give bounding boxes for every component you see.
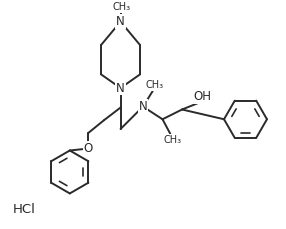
- Text: CH₃: CH₃: [146, 80, 164, 90]
- Text: O: O: [84, 142, 93, 155]
- Text: CH₃: CH₃: [112, 2, 131, 12]
- Text: N: N: [116, 82, 125, 95]
- Text: OH: OH: [194, 90, 212, 103]
- Text: N: N: [116, 15, 125, 28]
- Text: CH₃: CH₃: [163, 135, 181, 145]
- Text: HCl: HCl: [13, 203, 36, 215]
- Text: N: N: [139, 100, 147, 113]
